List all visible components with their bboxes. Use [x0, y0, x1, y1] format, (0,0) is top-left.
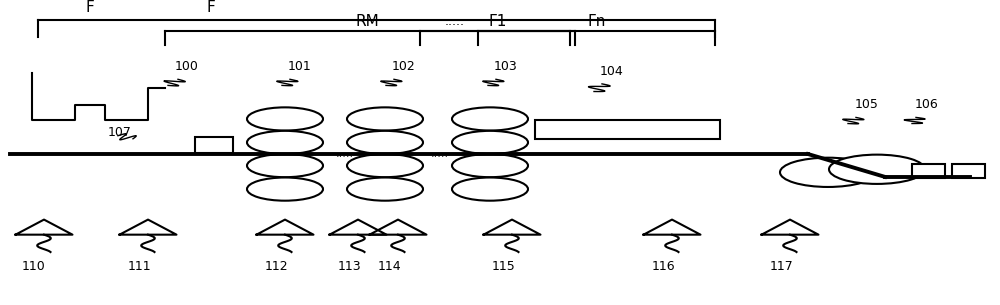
Text: 110: 110 — [22, 260, 46, 273]
Text: RM: RM — [356, 14, 379, 29]
Circle shape — [247, 107, 323, 131]
Bar — [195, 137, 233, 152]
Text: 111: 111 — [128, 260, 152, 273]
Circle shape — [247, 178, 323, 201]
Text: 100: 100 — [175, 60, 199, 73]
Circle shape — [829, 155, 925, 184]
Circle shape — [247, 131, 323, 154]
Bar — [952, 164, 985, 178]
Text: 102: 102 — [392, 60, 416, 73]
Text: 103: 103 — [494, 60, 518, 73]
Bar — [912, 164, 945, 178]
Circle shape — [347, 178, 423, 201]
Text: .....: ..... — [445, 15, 465, 28]
Text: 101: 101 — [288, 60, 312, 73]
Circle shape — [347, 107, 423, 131]
Text: 106: 106 — [915, 98, 939, 111]
Text: 116: 116 — [652, 260, 676, 273]
Text: 107: 107 — [108, 126, 132, 139]
Text: 114: 114 — [378, 260, 402, 273]
Text: 104: 104 — [600, 65, 624, 78]
Text: F: F — [86, 0, 94, 15]
Circle shape — [452, 154, 528, 177]
Text: .....: ..... — [431, 149, 449, 159]
Bar — [535, 120, 720, 139]
Text: F: F — [206, 0, 215, 15]
Text: F1: F1 — [488, 14, 507, 29]
Text: 115: 115 — [492, 260, 516, 273]
Text: .....: ..... — [336, 149, 354, 159]
Circle shape — [452, 107, 528, 131]
Circle shape — [347, 131, 423, 154]
Circle shape — [452, 131, 528, 154]
Text: Fn: Fn — [587, 14, 606, 29]
Text: 117: 117 — [770, 260, 794, 273]
Circle shape — [247, 154, 323, 177]
Text: 105: 105 — [855, 98, 879, 111]
Circle shape — [347, 154, 423, 177]
Circle shape — [452, 178, 528, 201]
Circle shape — [780, 158, 876, 187]
Text: 112: 112 — [265, 260, 289, 273]
Text: 113: 113 — [338, 260, 362, 273]
